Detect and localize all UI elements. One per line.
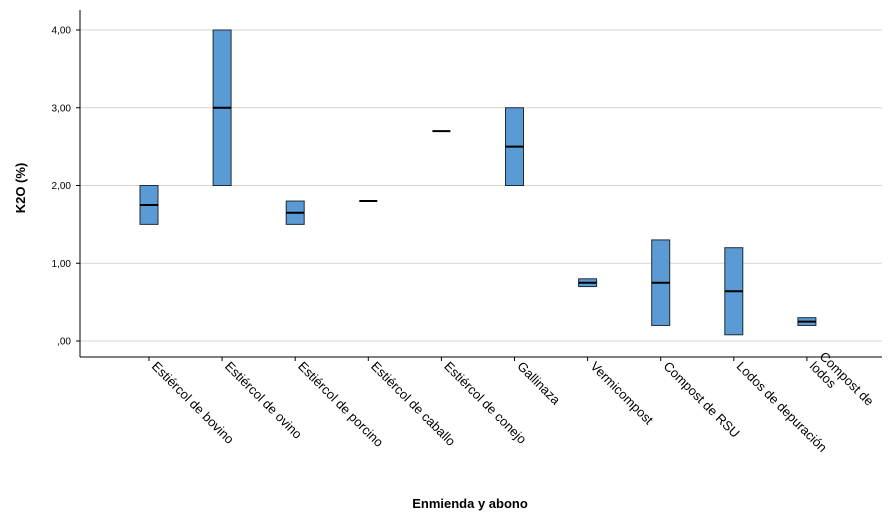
grid-lines — [80, 29, 882, 342]
x-tick-label: Vermicompost — [587, 359, 656, 428]
axes — [76, 10, 882, 361]
y-axis-title: K2O (%) — [13, 163, 28, 214]
box — [139, 185, 159, 225]
x-tick-label: Gallinaza — [514, 359, 563, 408]
y-tick-label: 2,00 — [52, 181, 72, 192]
y-tick-labels: ,00 1,00 2,00 3,00 4,00 — [52, 26, 72, 348]
box — [285, 200, 305, 225]
box — [578, 278, 598, 288]
box — [797, 317, 817, 326]
x-tick-label: Estiércol de bovino — [149, 359, 237, 447]
x-tick-label: Compost delodos — [807, 349, 877, 419]
x-tick-label: Compost de RSU — [661, 359, 743, 441]
box — [212, 29, 232, 186]
box — [651, 239, 671, 326]
y-tick-label: 3,00 — [52, 103, 72, 114]
boxes — [139, 29, 817, 336]
x-axis-title: Enmienda y abono — [412, 496, 528, 511]
y-tick-label: ,00 — [57, 337, 71, 348]
y-tick-label: 1,00 — [52, 259, 72, 270]
x-tick-label: Estiércol de ovino — [222, 359, 305, 442]
box — [505, 107, 524, 186]
box — [724, 247, 744, 336]
y-tick-label: 4,00 — [52, 26, 72, 37]
